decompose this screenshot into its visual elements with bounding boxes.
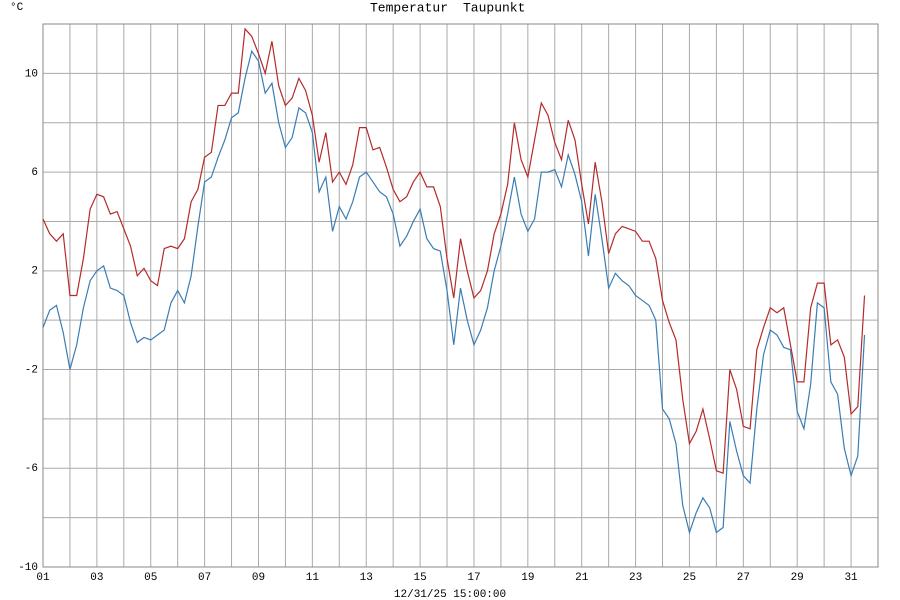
x-tick-label: 11 (306, 572, 320, 584)
x-tick-label: 21 (575, 572, 589, 584)
x-tick-label: 01 (36, 572, 50, 584)
x-tick-label: 25 (683, 572, 696, 584)
legend: Temperatur Taupunkt (370, 0, 525, 15)
x-tick-label: 31 (844, 572, 858, 584)
x-tick-label: 13 (360, 572, 373, 584)
x-tick-label: 23 (629, 572, 642, 584)
y-tick-label: -10 (18, 562, 38, 574)
x-tick-label: 15 (413, 572, 426, 584)
x-tick-label: 05 (144, 572, 157, 584)
legend-entry: Taupunkt (463, 0, 525, 15)
y-tick-label: -2 (25, 364, 38, 376)
x-tick-label: 19 (521, 572, 534, 584)
x-tick-label: 17 (467, 572, 480, 584)
x-tick-label: 09 (252, 572, 265, 584)
series-line (42, 49, 866, 535)
y-unit: °C (10, 2, 24, 14)
series-line (42, 27, 866, 475)
y-tick-label: 2 (31, 266, 38, 278)
y-tick-label: -6 (25, 463, 38, 475)
plot-frame (42, 23, 879, 568)
legend-entry: Temperatur (370, 0, 448, 15)
footer: 12/31/25 15:00:00 (394, 589, 506, 600)
x-tick-label: 27 (737, 572, 750, 584)
x-tick-label: 07 (198, 572, 211, 584)
x-tick-label: 03 (90, 572, 103, 584)
y-tick-label: 6 (31, 167, 38, 179)
y-tick-label: 10 (25, 68, 38, 80)
x-tick-label: 29 (791, 572, 804, 584)
